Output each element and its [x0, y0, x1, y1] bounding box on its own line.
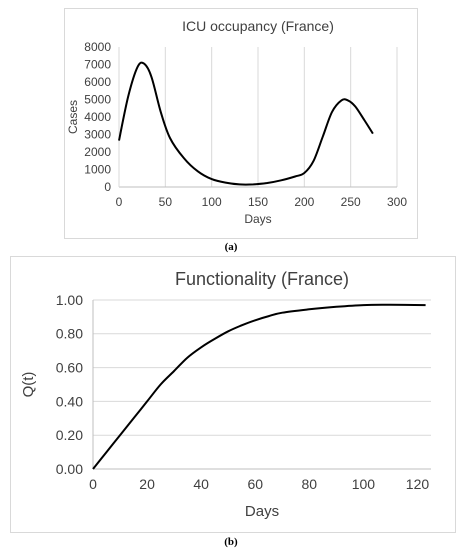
x-tick-label: 200	[294, 195, 314, 209]
x-tick-label: 100	[352, 476, 376, 492]
chart-title: ICU occupancy (France)	[182, 18, 334, 34]
chart-panel-icu: ICU occupancy (France) 0 50 100 150 200 250 300…	[64, 8, 418, 239]
y-tick-label: 4000	[84, 110, 111, 124]
chart-title: Functionality (France)	[175, 269, 349, 289]
y-tick-label: 0.40	[56, 393, 83, 409]
x-tick-label: 60	[247, 476, 263, 492]
icu-occupancy-chart: ICU occupancy (France) 0 50 100 150 200 250 300…	[66, 18, 407, 226]
x-tick-label: 80	[302, 476, 318, 492]
y-axis-label: Cases	[66, 100, 80, 134]
series-line	[118, 61, 374, 186]
y-tick-label: 0	[104, 180, 111, 194]
y-tick-label: 0.60	[56, 360, 83, 376]
x-tick-label: 120	[406, 476, 430, 492]
y-tick-label: 0.80	[56, 326, 83, 342]
x-tick-label: 40	[193, 476, 209, 492]
x-tick-label: 100	[202, 195, 222, 209]
functionality-chart: Functionality (France) 0 20 40 60 80 100 120 0.0…	[20, 269, 431, 520]
x-tick-label: 50	[159, 195, 173, 209]
series-line	[92, 303, 426, 470]
y-tick-label: 0.00	[56, 461, 83, 477]
x-axis-label: Days	[245, 503, 279, 520]
x-tick-label: 300	[387, 195, 407, 209]
y-tick-label: 1.00	[56, 292, 83, 308]
x-axis-label: Days	[244, 212, 271, 226]
y-tick-label: 3000	[84, 128, 111, 142]
y-tick-label: 2000	[84, 145, 111, 159]
y-axis-label: Q(t)	[20, 372, 37, 398]
caption-a: (a)	[224, 241, 238, 253]
y-tick-label: 5000	[84, 93, 111, 107]
y-tick-label: 6000	[84, 75, 111, 89]
y-tick-label: 7000	[84, 58, 111, 72]
y-tick-label: 0.20	[56, 427, 83, 443]
caption-b: (b)	[224, 536, 238, 548]
y-tick-label: 1000	[84, 163, 111, 177]
x-tick-label: 250	[341, 195, 361, 209]
x-tick-label: 0	[116, 195, 123, 209]
x-tick-label: 150	[248, 195, 268, 209]
x-tick-label: 0	[89, 476, 97, 492]
y-tick-label: 8000	[84, 40, 111, 54]
chart-panel-functionality: Functionality (France) 0 20 40 60 80 100 120 0.0…	[10, 256, 456, 533]
x-tick-label: 20	[139, 476, 155, 492]
